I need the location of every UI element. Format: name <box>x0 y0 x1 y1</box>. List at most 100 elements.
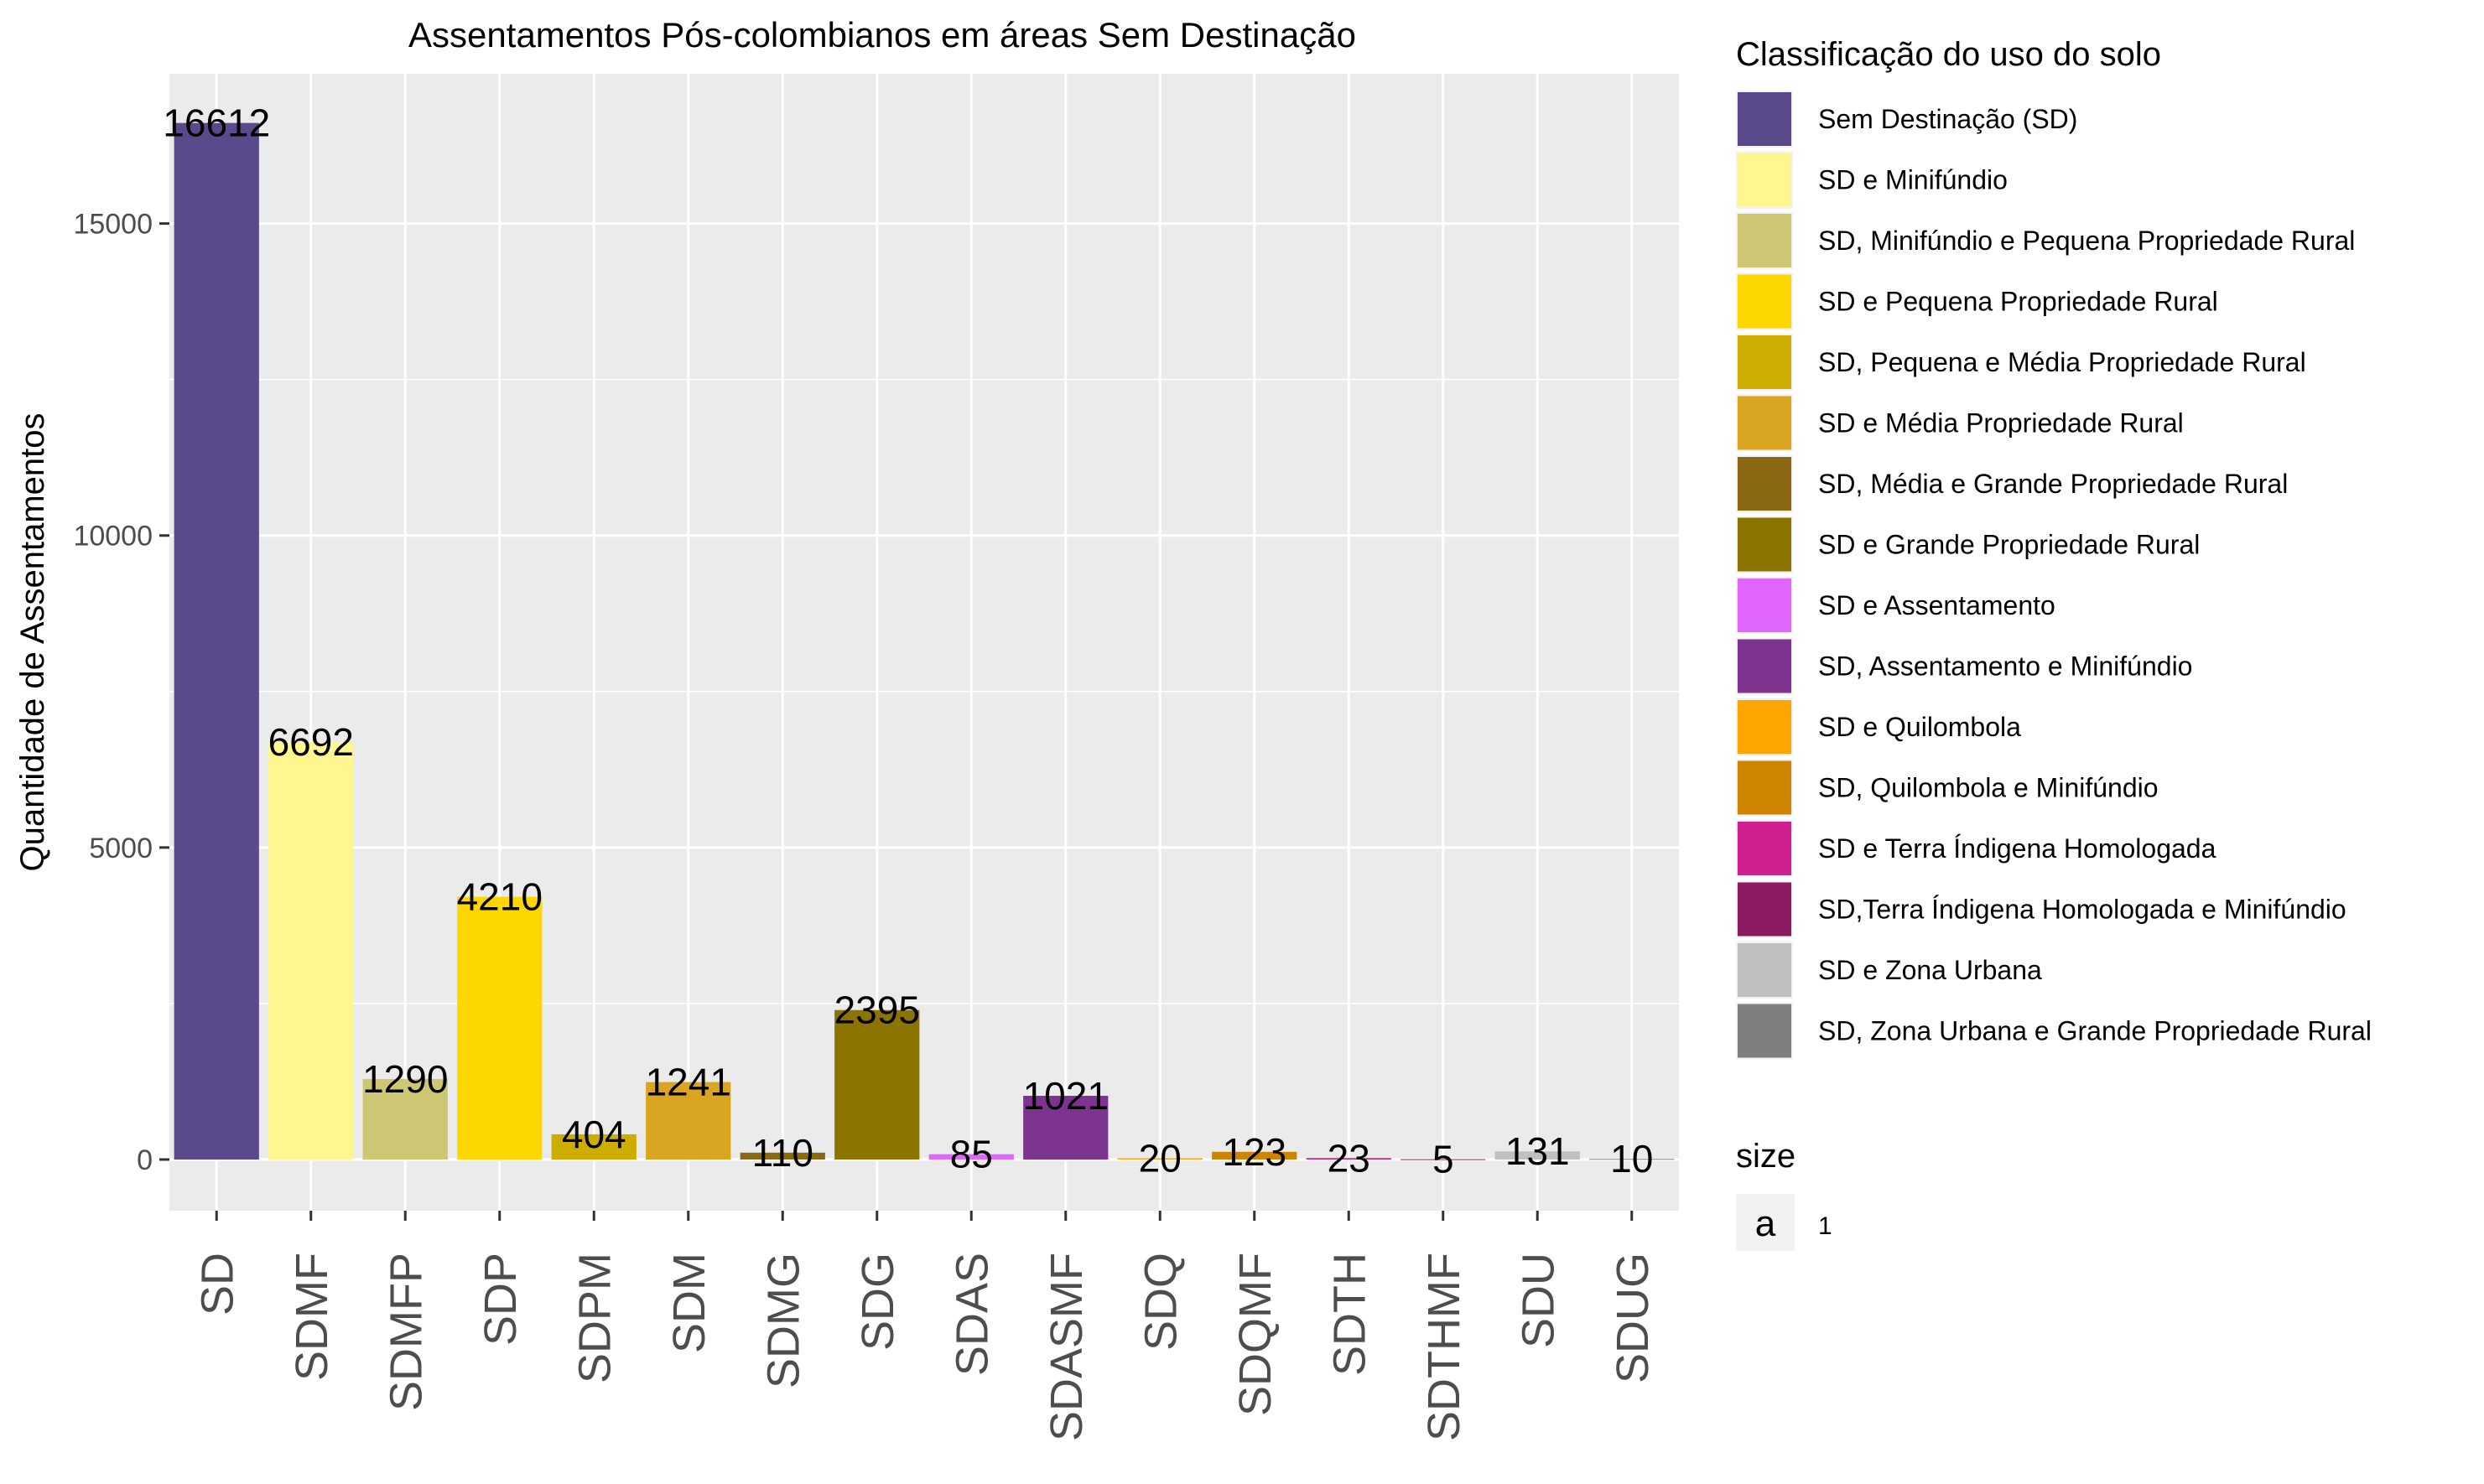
legend-entry-label: SD e Assentamento <box>1818 590 2055 620</box>
grid-lines <box>169 74 1679 1211</box>
bar-sdug <box>1589 1159 1675 1160</box>
x-axis: SD SDMF SDMFP SDP SDPM SDM SDMG SDG SDAS SDASMF SD… <box>192 1211 1658 1441</box>
size-legend: size a 1 <box>1736 1138 1832 1251</box>
legend-entry-label: SD e Quilombola <box>1818 712 2021 742</box>
size-legend-key: a <box>1755 1203 1776 1244</box>
legend-swatch <box>1738 700 1791 754</box>
bar-sdu <box>1494 1151 1580 1160</box>
x-tick-label-sdg: SDG <box>853 1253 903 1351</box>
bar-sdmfp <box>362 1078 448 1160</box>
legend: Classificação do uso do solo Sem Destina… <box>1736 36 2372 1060</box>
x-tick-label-sd: SD <box>192 1253 242 1315</box>
bar-sdas <box>928 1154 1014 1160</box>
data-label-sdm: 1241 <box>646 1061 731 1104</box>
y-tick-label: 5000 <box>89 833 153 864</box>
legend-swatch <box>1738 822 1791 875</box>
x-tick-label-sdp: SDP <box>475 1253 526 1346</box>
x-tick-label-sdm: SDM <box>664 1253 715 1353</box>
data-label-sdas: 85 <box>950 1133 993 1176</box>
legend-entry-label: SD,Terra Índigena Homologada e Minifúndi… <box>1818 895 2346 925</box>
size-legend-title: size <box>1736 1138 1795 1175</box>
legend-swatch <box>1738 274 1791 329</box>
legend-swatch <box>1738 92 1791 146</box>
size-legend-key-box <box>1736 1194 1795 1251</box>
data-label-sd: 16612 <box>163 101 270 145</box>
x-tick-label-sdasmf: SDASMF <box>1042 1253 1092 1441</box>
legend-entry-label: SD e Grande Propriedade Rural <box>1818 530 2200 560</box>
data-label-sdp: 4210 <box>457 875 543 919</box>
data-labels: 16612 6692 1290 4210 404 1241 110 2395 85 1021 20 1… <box>163 101 1653 1181</box>
data-label-sdasmf: 1021 <box>1023 1074 1109 1118</box>
legend-entry-label: Sem Destinação (SD) <box>1818 104 2077 134</box>
bar-sdasmf <box>1023 1095 1109 1160</box>
bar-sdq <box>1117 1158 1203 1160</box>
x-tick-label-sdu: SDU <box>1513 1253 1563 1348</box>
bar-sdg <box>834 1009 920 1160</box>
bar-sdqmf <box>1212 1151 1297 1160</box>
size-legend-label: 1 <box>1818 1212 1832 1240</box>
y-axis: 0 5000 10000 15000 <box>73 209 169 1176</box>
x-tick-label-sdmfp: SDMFP <box>381 1253 431 1411</box>
bar-sdm <box>646 1082 731 1160</box>
x-tick-label-sdq: SDQ <box>1135 1253 1186 1351</box>
data-label-sdg: 2395 <box>834 988 920 1032</box>
bar-sdpm <box>551 1134 637 1160</box>
bar-sdp <box>457 896 543 1160</box>
legend-entry-label: SD e Zona Urbana <box>1818 955 2042 985</box>
data-label-sdq: 20 <box>1139 1136 1182 1180</box>
x-tick-label-sdmg: SDMG <box>758 1253 808 1388</box>
legend-swatch <box>1738 943 1791 997</box>
legend-entry-label: SD, Minifúndio e Pequena Propriedade Rur… <box>1818 226 2355 256</box>
legend-swatch <box>1738 579 1791 632</box>
chart-title: Assentamentos Pós-colombianos em áreas S… <box>408 15 1356 54</box>
legend-swatch <box>1738 882 1791 937</box>
legend-entry-label: SD e Minifúndio <box>1818 165 2008 195</box>
x-tick-label-sdmf: SDMF <box>287 1253 337 1381</box>
data-label-sdpm: 404 <box>562 1113 626 1156</box>
legend-entries: Sem Destinação (SD) SD e Minifúndio SD, Mi… <box>1736 91 2372 1060</box>
y-tick-label: 15000 <box>73 209 153 241</box>
data-label-sdmfp: 1290 <box>362 1057 448 1101</box>
data-label-sdmg: 110 <box>752 1131 813 1175</box>
data-label-sdth: 23 <box>1328 1136 1370 1180</box>
x-tick-label-sdas: SDAS <box>947 1253 997 1376</box>
data-label-sdthmf: 5 <box>1432 1138 1454 1181</box>
data-label-sdqmf: 123 <box>1222 1130 1286 1174</box>
data-label-sdug: 10 <box>1610 1137 1653 1180</box>
legend-swatch <box>1738 517 1791 572</box>
legend-entry-label: SD e Média Propriedade Rural <box>1818 408 2184 438</box>
legend-swatch <box>1738 335 1791 389</box>
bar-sd <box>174 122 259 1160</box>
legend-entry-label: SD, Média e Grande Propriedade Rural <box>1818 469 2288 499</box>
bar-sdmg <box>740 1152 825 1160</box>
legend-swatch <box>1738 396 1791 450</box>
legend-entry-label: SD, Zona Urbana e Grande Propriedade Rur… <box>1818 1016 2372 1046</box>
data-label-sdmf: 6692 <box>268 720 354 764</box>
x-tick-label-sdthmf: SDTHMF <box>1419 1253 1469 1441</box>
plot-panel <box>169 74 1679 1211</box>
legend-entry-label: SD e Pequena Propriedade Rural <box>1818 287 2218 317</box>
legend-entry-label: SD, Quilombola e Minifúndio <box>1818 773 2159 803</box>
y-axis-title: Quantidade de Assentamentos <box>14 413 51 871</box>
legend-entry-label: SD, Pequena e Média Propriedade Rural <box>1818 347 2306 377</box>
y-tick-label: 0 <box>137 1144 153 1176</box>
legend-entry-label: SD e Terra Índigena Homologada <box>1818 833 2216 864</box>
legend-swatch <box>1738 214 1791 267</box>
y-tick-label: 10000 <box>73 521 153 553</box>
legend-entry-label: SD, Assentamento e Minifúndio <box>1818 651 2192 682</box>
bar-sdth <box>1306 1158 1391 1160</box>
bars <box>174 122 1675 1160</box>
x-tick-label-sdqmf: SDQMF <box>1230 1253 1281 1416</box>
legend-swatch <box>1738 1004 1791 1058</box>
x-tick-label-sdug: SDUG <box>1608 1253 1658 1383</box>
data-label-sdu: 131 <box>1505 1129 1570 1173</box>
legend-swatch <box>1738 760 1791 815</box>
x-tick-label-sdth: SDTH <box>1324 1253 1375 1376</box>
legend-swatch <box>1738 153 1791 207</box>
legend-title: Classificação do uso do solo <box>1736 36 2161 73</box>
legend-swatch <box>1738 639 1791 693</box>
x-tick-label-sdpm: SDPM <box>569 1253 620 1383</box>
bar-sdmf <box>268 741 354 1160</box>
